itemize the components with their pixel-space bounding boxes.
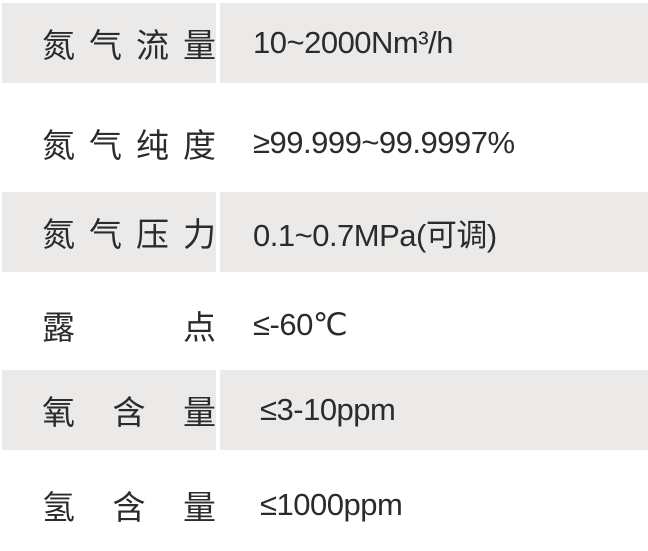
spec-label: 氢含量 (42, 481, 216, 529)
spec-value: 0.1~0.7MPa(可调) (253, 217, 497, 253)
spec-label-char: 流 (136, 26, 169, 65)
spec-label-char: 压 (136, 215, 169, 254)
spec-label: 氮气纯度 (42, 119, 216, 167)
spec-label-char: 氮 (42, 26, 75, 65)
spec-row: 露点 ≤-60℃ (0, 285, 648, 365)
spec-value: ≤1000ppm (260, 487, 403, 522)
spec-label: 露点 (42, 301, 216, 349)
spec-label-cell: 氮气压力 (2, 192, 216, 272)
spec-value-cell: ≤-60℃ (220, 285, 648, 365)
spec-row: 氮气压力 0.1~0.7MPa(可调) (0, 192, 648, 272)
spec-label-char: 氮 (42, 126, 75, 165)
spec-value-cell: 10~2000Nm³/h (220, 3, 648, 83)
spec-label-cell: 露点 (2, 285, 216, 365)
spec-label-char: 量 (183, 488, 216, 527)
spec-value: 10~2000Nm³/h (253, 25, 453, 60)
spec-value: ≤-60℃ (253, 307, 348, 342)
spec-value-cell: ≤3-10ppm (220, 370, 648, 450)
spec-row: 氧含量 ≤3-10ppm (0, 370, 648, 450)
spec-label-char: 含 (112, 488, 146, 527)
spec-label-char: 气 (89, 126, 122, 165)
spec-label-char: 气 (89, 215, 122, 254)
spec-value: ≥99.999~99.9997% (253, 125, 515, 160)
spec-label-cell: 氢含量 (2, 465, 216, 545)
spec-label-char: 力 (183, 215, 216, 254)
spec-label-cell: 氮气纯度 (2, 103, 216, 183)
spec-label-char: 露 (42, 308, 75, 347)
spec-label-char: 氮 (42, 215, 75, 254)
spec-label-cell: 氮气流量 (2, 3, 216, 83)
spec-label-char: 含 (112, 393, 146, 432)
spec-label-char: 量 (183, 26, 216, 65)
spec-label-char: 点 (183, 308, 216, 347)
spec-value-cell: ≤1000ppm (220, 465, 648, 545)
spec-value: ≤3-10ppm (260, 392, 396, 427)
spec-label-char: 度 (183, 126, 216, 165)
spec-label: 氮气流量 (42, 19, 216, 67)
spec-row: 氢含量 ≤1000ppm (0, 465, 648, 545)
spec-value-cell: 0.1~0.7MPa(可调) (220, 192, 648, 272)
spec-label-char: 量 (183, 393, 216, 432)
spec-label-cell: 氧含量 (2, 370, 216, 450)
spec-label: 氮气压力 (42, 208, 216, 256)
spec-label: 氧含量 (42, 386, 216, 434)
spec-row: 氮气流量 10~2000Nm³/h (0, 3, 648, 83)
spec-label-char: 氧 (42, 393, 75, 432)
spec-label-char: 气 (89, 26, 122, 65)
spec-label-char: 纯 (136, 126, 169, 165)
spec-value-cell: ≥99.999~99.9997% (220, 103, 648, 183)
spec-label-char: 氢 (42, 488, 75, 527)
spec-row: 氮气纯度 ≥99.999~99.9997% (0, 103, 648, 183)
